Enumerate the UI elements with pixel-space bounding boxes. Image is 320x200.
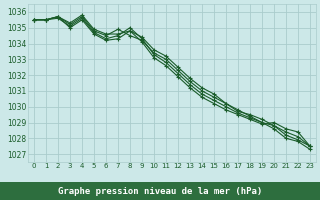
Text: Graphe pression niveau de la mer (hPa): Graphe pression niveau de la mer (hPa): [58, 186, 262, 196]
